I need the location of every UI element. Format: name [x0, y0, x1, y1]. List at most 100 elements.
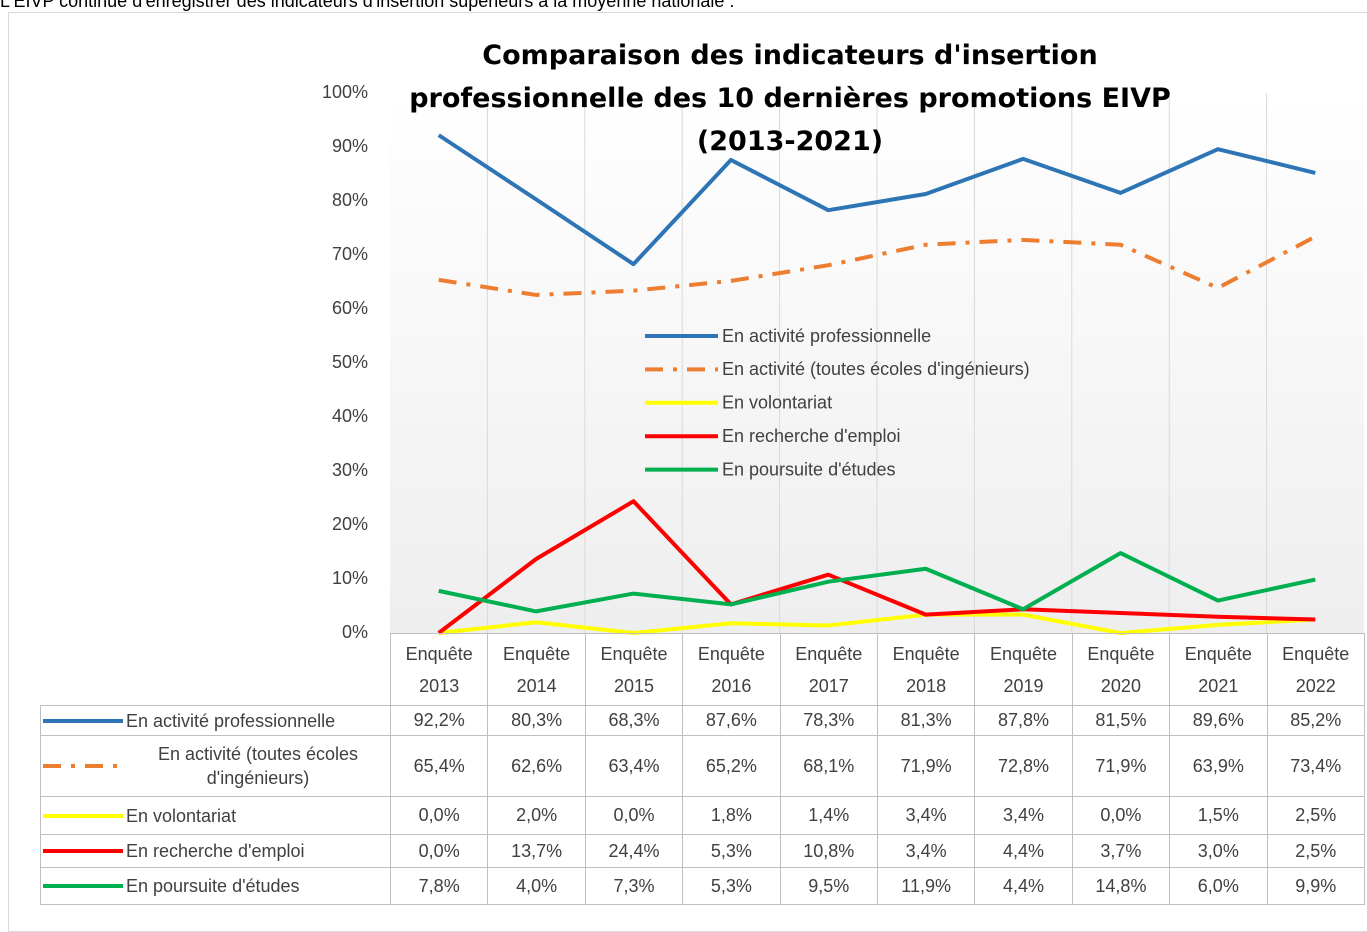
x-tick-label: Enquête 2015	[584, 633, 684, 706]
caption: L'EIVP continue d'enregistrer des indica…	[0, 0, 735, 11]
legend-key	[43, 718, 123, 723]
value-cell: 0,0%	[389, 796, 489, 835]
y-tick-label: 30%	[332, 460, 368, 480]
series-line	[437, 499, 1316, 635]
value-cell: 63,9%	[1169, 735, 1268, 797]
value-cell: 3,4%	[974, 796, 1073, 835]
x-tick-label: Enquête 2020	[1071, 633, 1171, 706]
row-name: En activité (toutes écoles d'ingénieurs)	[40, 735, 391, 797]
value-cell: 4,4%	[974, 834, 1073, 868]
value-cell: 7,8%	[389, 867, 489, 905]
y-tick-label: 60%	[332, 298, 368, 318]
value-cell: 3,7%	[1071, 834, 1171, 868]
row-name: En volontariat	[40, 796, 391, 835]
row-name: En poursuite d'études	[40, 867, 391, 905]
table-row: En activité (toutes écoles d'ingénieurs)…	[40, 735, 1365, 797]
y-tick-label: 80%	[332, 190, 368, 210]
value-cell: 62,6%	[487, 735, 586, 797]
value-cell: 87,6%	[682, 705, 781, 736]
legend-label: En activité (toutes écoles d'ingénieurs)	[722, 359, 1030, 379]
legend-label: En activité professionnelle	[722, 326, 931, 346]
x-tick-label: Enquête 2016	[682, 633, 781, 706]
value-cell: 3,4%	[876, 834, 976, 868]
x-tick-label: Enquête 2013	[389, 633, 489, 706]
y-tick-label: 90%	[332, 136, 368, 156]
series-line	[438, 551, 1316, 614]
value-cell: 0,0%	[389, 834, 489, 868]
x-tick-label: Enquête 2022	[1266, 633, 1365, 706]
value-cell: 5,3%	[682, 867, 781, 905]
legend-label: En volontariat	[722, 393, 832, 413]
value-cell: 65,2%	[682, 735, 781, 797]
x-tick-label: Enquête 2018	[876, 633, 976, 706]
y-tick-label: 20%	[332, 514, 368, 534]
value-cell: 24,4%	[584, 834, 684, 868]
value-cell: 2,5%	[1266, 796, 1365, 835]
value-cell: 71,9%	[1071, 735, 1171, 797]
value-cell: 1,4%	[779, 796, 878, 835]
value-cell: 1,8%	[682, 796, 781, 835]
value-cell: 81,5%	[1071, 705, 1171, 736]
value-cell: 0,0%	[1071, 796, 1171, 835]
value-cell: 7,3%	[584, 867, 684, 905]
legend-key	[43, 764, 123, 768]
legend-key	[43, 849, 123, 853]
row-label: En poursuite d'études	[126, 876, 300, 896]
value-cell: 68,3%	[584, 705, 684, 736]
value-cell: 3,0%	[1169, 834, 1268, 868]
row-name: En recherche d'emploi	[40, 834, 391, 868]
y-tick-label: 70%	[332, 244, 368, 264]
x-tick-label: Enquête 2021	[1169, 633, 1268, 706]
row-label: En activité (toutes écoles d'ingénieurs)	[157, 744, 359, 788]
value-cell: 68,1%	[779, 735, 878, 797]
series-line	[438, 612, 1316, 635]
value-cell: 92,2%	[389, 705, 489, 736]
x-tick-label: Enquête 2017	[779, 633, 878, 706]
table-row: En activité professionnelle 92,2% 80,3% 68,…	[40, 705, 1365, 736]
value-cell: 5,3%	[682, 834, 781, 868]
x-tick-label: Enquête 2019	[974, 633, 1073, 706]
value-cell: 9,5%	[779, 867, 878, 905]
value-cell: 3,4%	[876, 796, 976, 835]
x-tick-label: Enquête 2014	[487, 633, 586, 706]
value-cell: 4,0%	[487, 867, 586, 905]
y-tick-label: 10%	[332, 568, 368, 588]
value-cell: 0,0%	[584, 796, 684, 835]
chart-title: Comparaison des indicateurs d'insertion …	[409, 40, 1171, 157]
value-cell: 81,3%	[876, 705, 976, 736]
legend-label: En poursuite d'études	[722, 459, 896, 479]
y-tick-label: 100%	[322, 82, 368, 102]
value-cell: 14,8%	[1071, 867, 1171, 905]
y-tick-label: 50%	[332, 352, 368, 372]
y-tick-label: 40%	[332, 406, 368, 426]
table-row: En volontariat 0,0% 2,0% 0,0% 1,8% 1,4% 3,4% 3,…	[40, 796, 1365, 835]
value-cell: 73,4%	[1266, 735, 1365, 797]
data-table: Enquête 2013 Enquête 2014 Enquête 2015 Enqu…	[40, 633, 1365, 905]
legend-label: En recherche d'emploi	[722, 426, 901, 446]
value-cell: 89,6%	[1169, 705, 1268, 736]
legend-key	[43, 813, 123, 818]
value-cell: 78,3%	[779, 705, 878, 736]
value-cell: 4,4%	[974, 867, 1073, 905]
table-row: En recherche d'emploi 0,0% 13,7% 24,4% 5,3% 1…	[40, 834, 1365, 868]
value-cell: 13,7%	[487, 834, 586, 868]
value-cell: 6,0%	[1169, 867, 1268, 905]
value-cell: 80,3%	[487, 705, 586, 736]
value-cell: 9,9%	[1266, 867, 1365, 905]
value-cell: 11,9%	[876, 867, 976, 905]
value-cell: 71,9%	[876, 735, 976, 797]
value-cell: 10,8%	[779, 834, 878, 868]
value-cell: 1,5%	[1169, 796, 1268, 835]
row-label: En recherche d'emploi	[126, 841, 305, 861]
row-label: En activité professionnelle	[126, 710, 336, 731]
legend-key	[43, 884, 123, 888]
row-name: En activité professionnelle	[40, 705, 391, 736]
row-label: En volontariat	[126, 805, 237, 826]
value-cell: 72,8%	[974, 735, 1073, 797]
blank-cell	[41, 634, 391, 706]
value-cell: 87,8%	[974, 705, 1073, 736]
value-cell: 63,4%	[584, 735, 684, 797]
value-cell: 65,4%	[389, 735, 489, 797]
